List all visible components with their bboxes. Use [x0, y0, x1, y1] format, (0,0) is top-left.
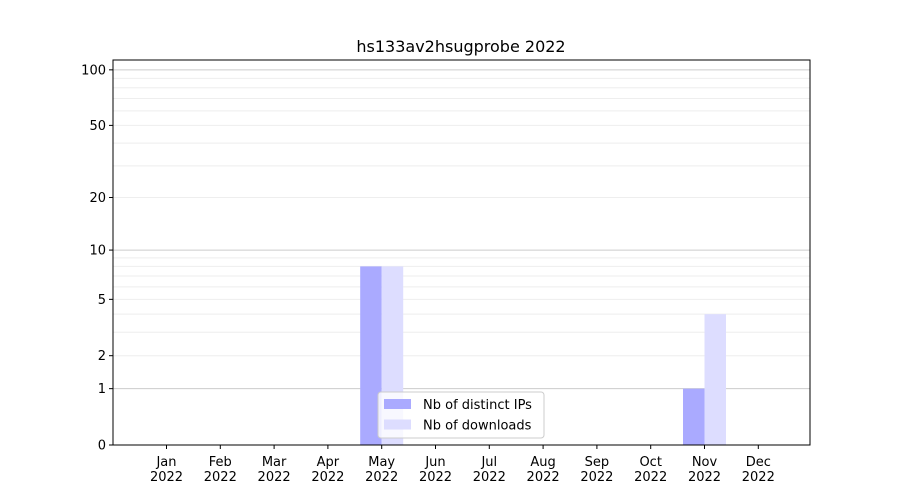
- x-tick-label: Jan: [155, 455, 176, 470]
- x-tick-label: 2022: [419, 470, 452, 485]
- y-tick-label: 5: [98, 293, 106, 308]
- x-tick-label: 2022: [258, 470, 291, 485]
- y-tick-label: 2: [98, 349, 106, 364]
- legend-swatch: [384, 419, 411, 430]
- x-tick-label: 2022: [742, 470, 775, 485]
- bar-downloads: [704, 314, 726, 445]
- x-tick-label: Jun: [424, 455, 445, 470]
- x-tick-label: Feb: [209, 455, 232, 470]
- x-tick-label: Dec: [746, 455, 771, 470]
- x-tick-label: Mar: [262, 455, 287, 470]
- x-tick-label: 2022: [204, 470, 237, 485]
- x-tick-label: 2022: [634, 470, 667, 485]
- x-tick-label: 2022: [311, 470, 344, 485]
- x-tick-label: Oct: [639, 455, 661, 470]
- x-tick-label: Sep: [585, 455, 610, 470]
- y-tick-label: 100: [81, 63, 106, 78]
- legend-swatch: [384, 399, 411, 409]
- y-tick-label: 50: [89, 119, 106, 134]
- bar-distinct-ips: [360, 266, 382, 445]
- bar-distinct-ips: [683, 388, 705, 445]
- chart-title: hs133av2hsugprobe 2022: [356, 37, 565, 56]
- x-tick-label: 2022: [365, 470, 398, 485]
- y-tick-label: 0: [98, 439, 106, 454]
- x-tick-label: 2022: [688, 470, 721, 485]
- x-tick-label: May: [368, 455, 395, 470]
- legend-label: Nb of downloads: [423, 419, 532, 434]
- plot-frame: [112, 59, 811, 446]
- y-tick-label: 20: [89, 191, 106, 206]
- legend-frame: [377, 391, 545, 439]
- x-tick-label: 2022: [527, 470, 560, 485]
- legend-label: Nb of distinct IPs: [423, 398, 532, 413]
- y-tick-label: 10: [89, 244, 106, 259]
- x-tick-label: Apr: [317, 455, 340, 470]
- x-tick-label: 2022: [473, 470, 506, 485]
- x-tick-label: Nov: [692, 455, 718, 470]
- x-tick-label: 2022: [150, 470, 183, 485]
- x-tick-label: Jul: [480, 455, 497, 470]
- y-tick-label: 1: [98, 382, 106, 397]
- x-tick-label: 2022: [580, 470, 613, 485]
- x-tick-label: Aug: [530, 455, 555, 470]
- legend: Nb of distinct IPs Nb of downloads: [377, 391, 545, 439]
